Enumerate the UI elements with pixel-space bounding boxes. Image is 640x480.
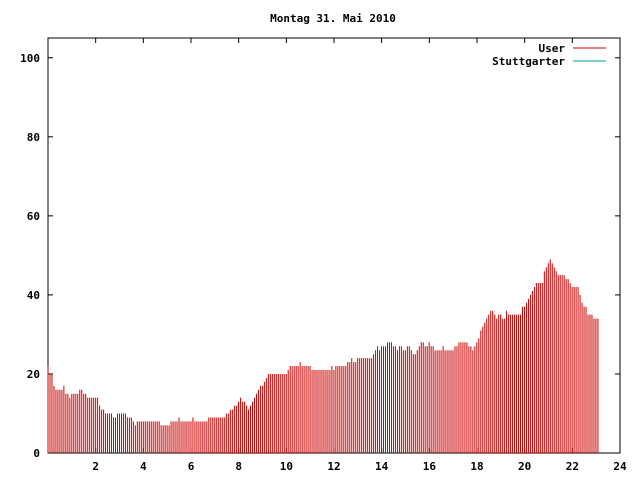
x-tick-label: 12 [327, 460, 340, 473]
x-tick-label: 22 [566, 460, 579, 473]
x-tick-label: 20 [518, 460, 531, 473]
y-tick-label: 0 [33, 447, 40, 460]
x-tick-label: 14 [375, 460, 389, 473]
chart-title: Montag 31. Mai 2010 [270, 12, 396, 25]
x-tick-label: 10 [280, 460, 293, 473]
y-axis: 0 20 40 60 80 100 [20, 52, 620, 460]
y-tick-label: 80 [27, 131, 40, 144]
x-tick-label: 2 [92, 460, 99, 473]
y-tick-label: 20 [27, 368, 40, 381]
y-tick-label: 60 [27, 210, 40, 223]
x-tick-label: 18 [470, 460, 483, 473]
bar-series-user [47, 259, 599, 453]
legend-label: User [539, 42, 566, 55]
x-tick-label: 4 [140, 460, 147, 473]
x-tick-label: 8 [235, 460, 242, 473]
legend-label: Stuttgarter [492, 55, 565, 68]
x-tick-label: 24 [613, 460, 627, 473]
x-tick-label: 6 [188, 460, 195, 473]
y-tick-label: 40 [27, 289, 40, 302]
y-tick-label: 100 [20, 52, 40, 65]
x-tick-label: 16 [423, 460, 437, 473]
